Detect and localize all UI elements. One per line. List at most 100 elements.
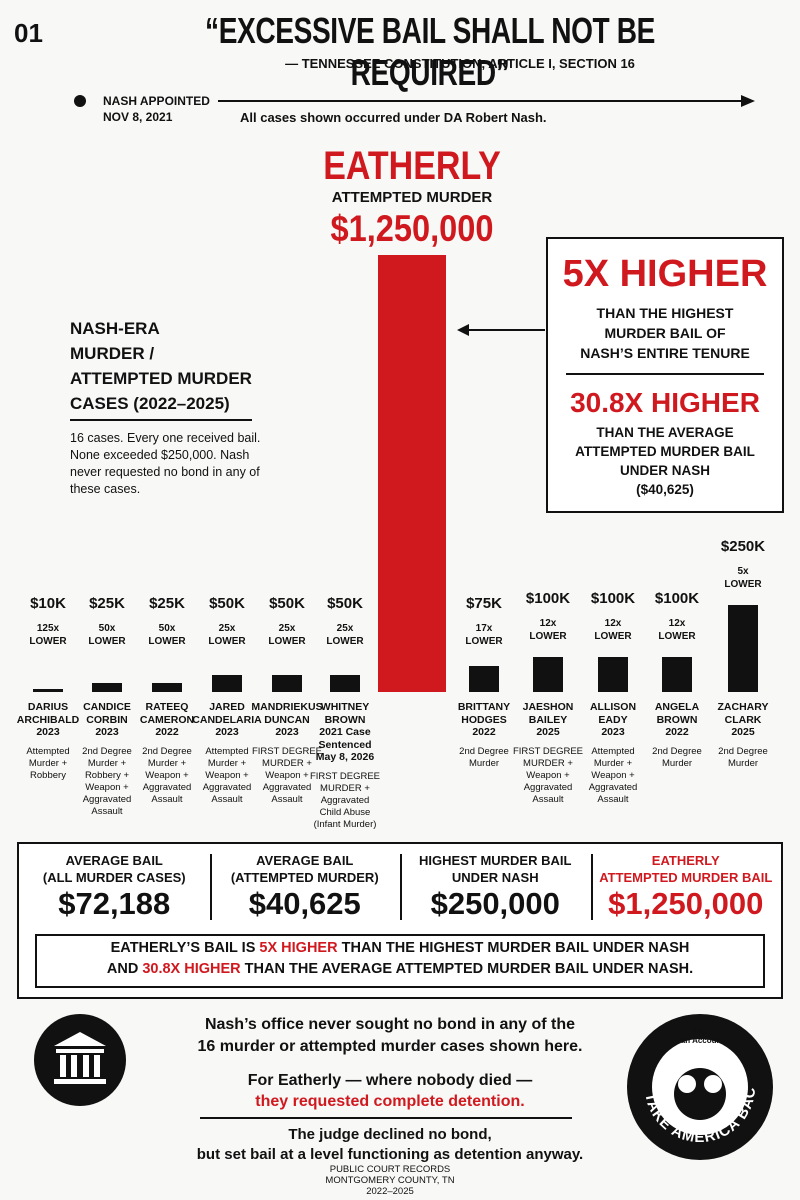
value-label: $50K bbox=[269, 595, 305, 612]
bar bbox=[212, 674, 242, 692]
comparison-label: 25x LOWER bbox=[326, 623, 364, 647]
statement-line: EATHERLY’S BAIL IS 5X HIGHER THAN THE HI… bbox=[37, 938, 763, 959]
case-charge: 2nd Degree Murder bbox=[718, 745, 768, 769]
page-number: 01 bbox=[14, 18, 43, 48]
stat-label: HIGHEST MURDER BAIL UNDER NASH bbox=[419, 853, 572, 885]
case-charge: Attempted Murder + Weapon + Aggravated A… bbox=[588, 745, 638, 805]
bar bbox=[330, 674, 360, 692]
logo-top: The Fan Account bbox=[675, 1027, 725, 1045]
case-year: 2025 bbox=[536, 726, 560, 738]
statement-text: EATHERLY’S BAIL IS bbox=[110, 940, 260, 956]
callout-text-2: THAN THE AVERAGE ATTEMPTED MURDER BAIL U… bbox=[575, 425, 755, 497]
case-name: RATEEQ CAMERON bbox=[139, 701, 195, 726]
stat-label: AVERAGE BAIL (ATTEMPTED MURDER) bbox=[230, 853, 379, 885]
footer-line-1: Nash’s office never sought no bond in an… bbox=[197, 1016, 583, 1055]
footer-source: PUBLIC COURT RECORDS MONTGOMERY COUNTY, … bbox=[325, 1164, 455, 1197]
bar bbox=[92, 683, 122, 692]
case-year: 2023 bbox=[36, 726, 60, 738]
stat-label: EATHERLY ATTEMPTED MURDER BAIL bbox=[599, 853, 773, 885]
bar bbox=[469, 665, 499, 692]
comparison-label: 125x LOWER bbox=[29, 623, 67, 647]
case-label: JARED CANDELARIA 2023 Attempted Murder + W… bbox=[185, 701, 269, 806]
footer-line-4: The judge declined no bond, but set bail… bbox=[196, 1126, 584, 1163]
case-year: 2023 bbox=[275, 726, 299, 738]
case-label: WHITNEY BROWN 2021 Case Sentenced May 8, … bbox=[303, 701, 387, 831]
case-year: 2022 bbox=[155, 726, 179, 738]
comparison-label: 5x LOWER bbox=[724, 565, 762, 590]
bar-chart: $10K 125x LOWER DARIUS ARCHIBALD 2023 Attemp… bbox=[6, 144, 769, 831]
featured-name: EATHERLY bbox=[323, 144, 501, 188]
timeline-arrow bbox=[741, 95, 755, 107]
case-name: CANDICE CORBIN bbox=[83, 701, 131, 726]
callout-box: 5X HIGHER THAN THE HIGHEST MURDER BAIL O… bbox=[546, 237, 784, 513]
comparison-label: 50x LOWER bbox=[148, 623, 186, 647]
comparison-label: 50x LOWER bbox=[88, 623, 126, 647]
callout-rule bbox=[566, 373, 764, 375]
stat-value: $250,000 bbox=[430, 886, 560, 921]
case-charge: FIRST DEGREE MURDER + Aggravated Child A… bbox=[309, 770, 381, 830]
stat-value: $40,625 bbox=[248, 886, 361, 921]
statement-text: THAN THE AVERAGE ATTEMPTED MURDER BAIL U… bbox=[240, 961, 694, 977]
case-label: ALLISON EADY 2023 Attempted Murder + Weapo… bbox=[571, 701, 655, 806]
comparison-label: 12x LOWER bbox=[594, 618, 632, 643]
case-year: 2023 bbox=[215, 726, 239, 738]
case-name: WHITNEY BROWN bbox=[320, 701, 370, 726]
comparison-label: 17x LOWER bbox=[465, 623, 503, 647]
case-label: BRITTANY HODGES 2022 2nd Degree Murder bbox=[442, 701, 526, 770]
case-charge: 2nd Degree Murder bbox=[459, 745, 509, 769]
value-label: $100K bbox=[590, 590, 636, 608]
case-charge: 2nd Degree Murder bbox=[652, 745, 702, 769]
value-label: $100K bbox=[654, 590, 700, 608]
title: “EXCESSIVE BAIL SHALL NOT BE REQUIRED” bbox=[205, 10, 655, 93]
callout-headline-2: 30.8X HIGHER bbox=[570, 387, 760, 418]
case-label: MANDRIEKUS DUNCAN 2023 FIRST DEGREE MURDER… bbox=[245, 701, 329, 806]
case-year: 2023 bbox=[601, 726, 625, 738]
case-name: BRITTANY HODGES bbox=[457, 701, 511, 726]
case-name: ZACHARY CLARK bbox=[717, 701, 769, 726]
case-charge: Attempted Murder + Robbery bbox=[26, 745, 70, 781]
sidebar-text: 16 cases. Every one received bail. None … bbox=[70, 431, 261, 496]
case-charge: 2nd Degree Murder + Weapon + Aggravated … bbox=[142, 745, 192, 805]
timeline-start: NASH APPOINTED NOV 8, 2021 bbox=[103, 94, 210, 124]
subtitle: — TENNESSEE CONSTITUTION, ARTICLE I, SEC… bbox=[285, 56, 635, 71]
case-label: JAESHON BAILEY 2025 FIRST DEGREE MURDER + … bbox=[506, 701, 590, 806]
comparison-label: 25x LOWER bbox=[268, 623, 306, 647]
timeline-note: All cases shown occurred under DA Robert… bbox=[240, 110, 547, 125]
comparison-label: 12x LOWER bbox=[658, 618, 696, 643]
stat-value: $72,188 bbox=[58, 886, 171, 921]
timeline-graphic bbox=[74, 95, 755, 107]
bar bbox=[378, 255, 446, 692]
statement-text: THAN THE HIGHEST MURDER BAIL UNDER NASH bbox=[337, 940, 690, 956]
case-name: DARIUS ARCHIBALD bbox=[16, 701, 80, 726]
featured-charge: ATTEMPTED MURDER bbox=[331, 189, 493, 206]
statement-text: 30.8X HIGHER bbox=[142, 961, 241, 977]
case-year: 2021 Case Sentenced May 8, 2026 bbox=[315, 726, 375, 763]
featured-value: $1,250,000 bbox=[330, 208, 494, 249]
case-label: DARIUS ARCHIBALD 2023 Attempted Murder + R… bbox=[6, 701, 90, 782]
value-label: $10K bbox=[30, 595, 66, 612]
value-label: $50K bbox=[327, 595, 363, 612]
bar bbox=[662, 657, 692, 692]
footer-rule bbox=[200, 1117, 572, 1119]
callout-headline: 5X HIGHER bbox=[562, 253, 768, 295]
sidebar-title: NASH-ERA MURDER / ATTEMPTED MURDER CASES… bbox=[70, 319, 252, 413]
stat-divider bbox=[590, 854, 593, 920]
bar bbox=[33, 688, 63, 692]
stats-box: EATHERLY’S BAIL IS 5X HIGHER THAN THE HI… bbox=[17, 842, 783, 999]
stat-value: $1,250,000 bbox=[608, 886, 764, 921]
courthouse-icon bbox=[34, 1014, 126, 1106]
arrow-head bbox=[457, 324, 469, 336]
stat-divider bbox=[209, 854, 212, 920]
case-label: RATEEQ CAMERON 2022 2nd Degree Murder + We… bbox=[125, 701, 209, 806]
footer-line-2: For Eatherly — where nobody died — bbox=[247, 1072, 533, 1089]
case-charge: FIRST DEGREE MURDER + Weapon + Aggravate… bbox=[512, 745, 584, 805]
case-label: CANDICE CORBIN 2023 2nd Degree Murder + Ro… bbox=[65, 701, 149, 818]
case-name: JARED CANDELARIA bbox=[192, 701, 262, 726]
case-charge: Attempted Murder + Weapon + Aggravated A… bbox=[202, 745, 252, 805]
statement-text: 5X HIGHER bbox=[259, 940, 338, 956]
value-label: $50K bbox=[209, 595, 245, 612]
stat-divider bbox=[400, 854, 402, 920]
stat-label: AVERAGE BAIL (ALL MURDER CASES) bbox=[42, 853, 186, 885]
case-year: 2023 bbox=[95, 726, 119, 738]
footer-line-3: they requested complete detention. bbox=[255, 1093, 525, 1110]
